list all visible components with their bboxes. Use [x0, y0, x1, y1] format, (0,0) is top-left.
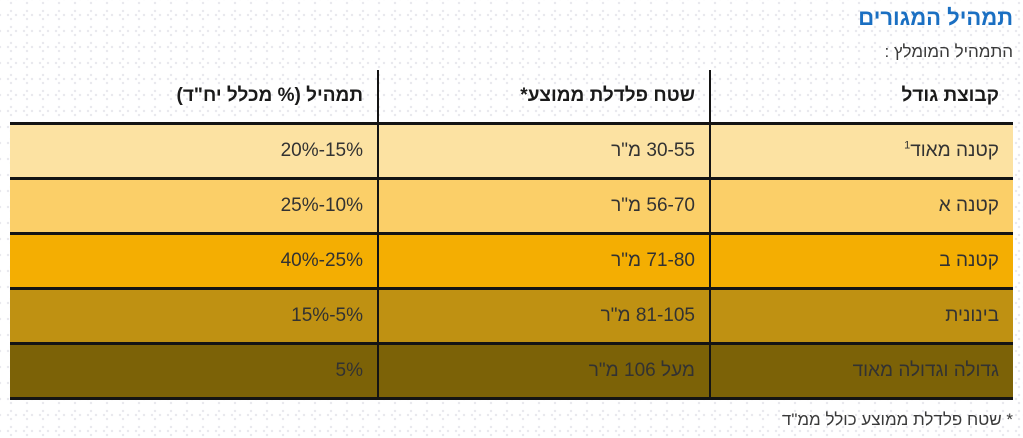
header-average-area: שטח פלדלת ממוצע*: [377, 70, 711, 124]
size-group-label: קטנה א: [938, 195, 999, 216]
table-header: קבוצת גודל שטח פלדלת ממוצע* תמהיל (% מכל…: [10, 70, 1013, 124]
average-area-cell: 81-105 מ"ר: [377, 288, 711, 344]
size-group-cell: גדולה וגדולה מאוד: [710, 344, 1013, 399]
size-group-label: גדולה וגדולה מאוד: [852, 360, 999, 381]
average-area-cell: מעל 106 מ"ר: [377, 343, 711, 399]
mix-percent-cell: 5%: [335, 360, 363, 381]
table-row: קטנה א 56-70 מ"ר 10%-25%: [10, 178, 1013, 234]
mix-percent-cell: 15%-20%: [280, 140, 363, 161]
average-area-cell: 56-70 מ"ר: [377, 178, 711, 234]
size-group-label: קטנה מאוד: [910, 140, 999, 161]
size-group-cell: קטנה ב: [710, 234, 1013, 289]
page-title: תמהיל המגורים: [858, 5, 1013, 30]
table-row: קטנה מאוד1 30-55 מ"ר 15%-20%: [10, 123, 1013, 179]
mix-percent-cell: 5%-15%: [291, 305, 363, 326]
header-row: קבוצת גודל שטח פלדלת ממוצע* תמהיל (% מכל…: [10, 70, 1013, 124]
mix-percent-cell: 10%-25%: [280, 195, 363, 216]
table-row: גדולה וגדולה מאוד מעל 106 מ"ר 5%: [10, 343, 1013, 399]
size-group-cell: קטנה מאוד1: [710, 124, 1013, 179]
table-row: בינונית 81-105 מ"ר 5%-15%: [10, 288, 1013, 344]
footnote-marker: 1: [904, 139, 911, 152]
header-mix-percent: תמהיל (% מכלל יח"ד): [176, 85, 363, 106]
average-area-cell: 71-80 מ"ר: [377, 233, 711, 289]
housing-mix-table: קבוצת גודל שטח פלדלת ממוצע* תמהיל (% מכל…: [10, 70, 1013, 400]
average-area-cell: 30-55 מ"ר: [377, 123, 711, 179]
size-group-cell: בינונית: [710, 289, 1013, 344]
footnote: * שטח פלדלת ממוצע כולל ממ"ד: [781, 410, 1013, 429]
table-body: קטנה מאוד1 30-55 מ"ר 15%-20% קטנה א 56-7…: [10, 123, 1013, 399]
table-caption: התמהיל המומלץ :: [884, 42, 1013, 61]
size-group-cell: קטנה א: [710, 179, 1013, 234]
document-page: { "page": { "title": "תמהיל המגורים", "s…: [0, 6, 1023, 438]
table-row: קטנה ב 71-80 מ"ר 25%-40%: [10, 233, 1013, 289]
size-group-label: קטנה ב: [939, 250, 999, 271]
header-size-group: קבוצת גודל: [901, 85, 999, 106]
mix-percent-cell: 25%-40%: [280, 250, 363, 271]
size-group-label: בינונית: [945, 305, 999, 326]
